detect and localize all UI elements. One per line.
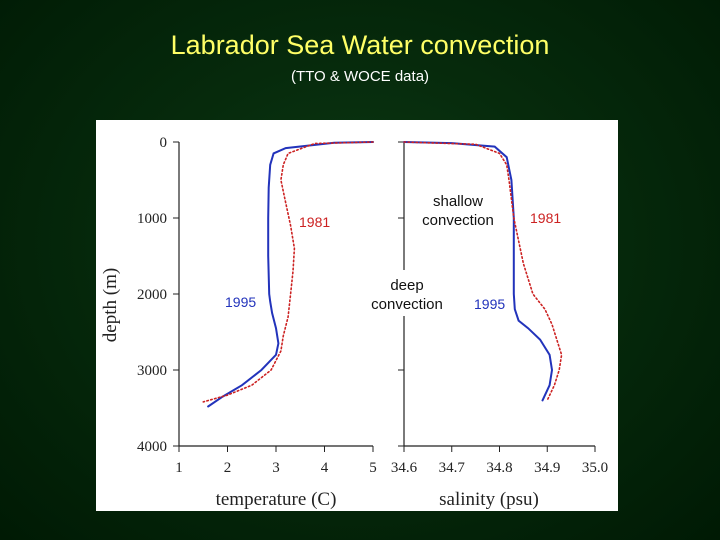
temp-x-tick-label: 1 xyxy=(175,460,183,476)
salinity-series-1995 xyxy=(403,141,554,402)
chart-svg: 1 2 3 4 5 0 1000 2000 3000 4000 34.6 34.7 34.8 34.9 35… xyxy=(100,135,608,510)
y-tick-label: 4000 xyxy=(137,439,167,455)
shallow-convection-annotation: shallow convection xyxy=(408,190,508,236)
salinity-x-tick-label: 34.6 xyxy=(391,460,418,476)
temp-x-tick-label: 3 xyxy=(272,460,280,476)
chart-figure: 1 2 3 4 5 0 1000 2000 3000 4000 34.6 34.7 34.8 34.9 35… xyxy=(96,120,618,511)
salinity-series-1981 xyxy=(403,141,563,402)
temp-series-1995 xyxy=(207,141,374,408)
y-tick-label: 1000 xyxy=(137,211,167,227)
temp-series-label-1981: 1981 xyxy=(299,214,330,230)
slide-title: Labrador Sea Water convection xyxy=(170,30,550,60)
y-tick-label: 2000 xyxy=(137,287,167,303)
temp-series-label-1995: 1995 xyxy=(225,294,256,310)
salinity-x-tick-label: 34.7 xyxy=(439,460,466,476)
temp-x-tick-label: 5 xyxy=(369,460,377,476)
salinity-x-tick-label: 34.9 xyxy=(534,460,560,476)
y-tick-label: 3000 xyxy=(137,363,167,379)
temp-x-tick-label: 2 xyxy=(224,460,232,476)
temp-series-1981 xyxy=(202,141,374,403)
temp-x-axis-title: temperature (C) xyxy=(216,489,337,510)
salinity-series-label-1981: 1981 xyxy=(530,210,561,226)
salinity-x-axis-title: salinity (psu) xyxy=(439,489,539,510)
deep-convection-annotation: deep convection xyxy=(358,270,458,316)
salinity-x-tick-label: 34.8 xyxy=(486,460,512,476)
slide-subtitle: (TTO & WOCE data) xyxy=(290,68,430,85)
salinity-x-tick-label: 35.0 xyxy=(582,460,608,476)
y-axis-title: depth (m) xyxy=(100,268,121,342)
y-tick-label: 0 xyxy=(160,135,168,151)
salinity-series-label-1995: 1995 xyxy=(474,296,505,312)
temp-x-tick-label: 4 xyxy=(321,460,329,476)
